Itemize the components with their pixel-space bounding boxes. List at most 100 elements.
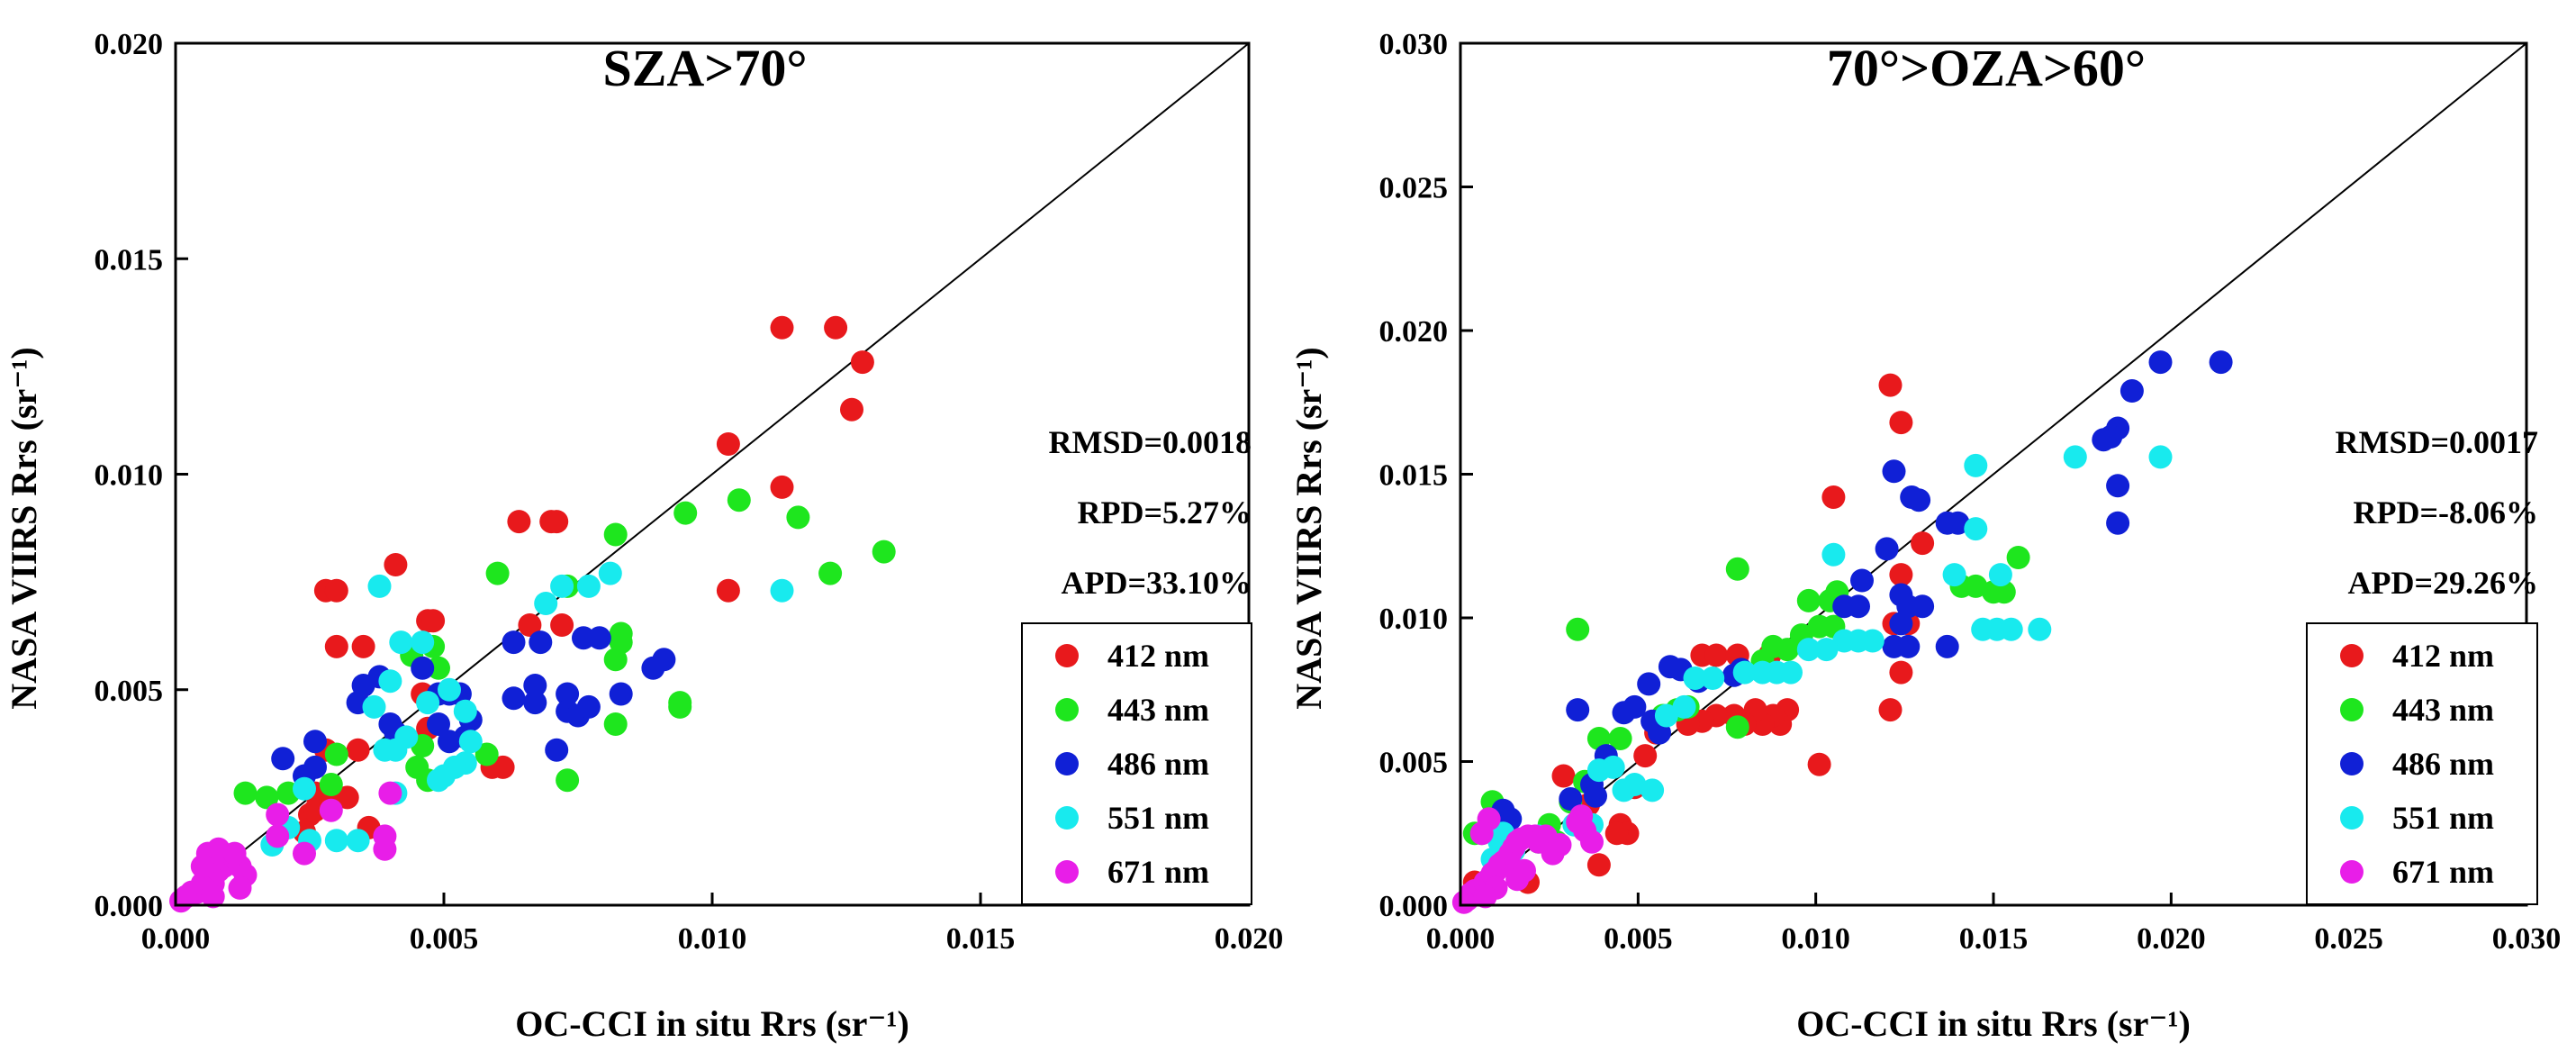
data-point-series-5-27 [1469,821,1494,846]
data-point-series-5-20 [293,841,316,866]
y-tick-label: 0.005 [1379,747,1449,780]
data-point-series-5-24 [378,781,402,805]
data-point-series-4-24 [1654,703,1678,728]
data-point-series-3-9 [502,686,526,711]
y-tick-label: 0.020 [1379,315,1449,349]
data-point-series-3-40 [1559,787,1583,811]
x-tick-label: 0.015 [1959,922,2029,956]
data-point-series-5-21 [319,798,343,822]
data-point-series-4-11 [438,677,461,702]
legend-marker [1055,806,1079,830]
data-point-series-4-25 [1641,778,1665,803]
data-point-series-3-4 [587,626,611,650]
data-point-series-3-10 [523,691,547,715]
data-point-series-4-5 [1942,563,1966,587]
data-point-series-3-7 [2106,474,2130,498]
data-point-series-2-3 [818,561,843,585]
data-point-series-1-2 [824,315,848,340]
x-tick-label: 0.020 [2137,922,2206,956]
x-tick-label: 0.000 [141,922,211,956]
data-point-series-4-6 [1988,563,2012,587]
data-point-series-1-4 [1911,531,1935,556]
data-points [169,315,896,913]
data-point-series-3-2 [2148,350,2173,375]
data-point-series-1-3 [850,350,874,375]
data-point-series-3-15 [545,738,569,762]
data-point-series-4-27 [1612,778,1636,803]
data-point-series-2-24 [255,785,279,810]
data-point-series-2-15 [1725,557,1749,581]
data-point-series-5-15 [190,854,214,878]
data-point-series-2-16 [1725,715,1749,739]
legend-label: 412 nm [1107,638,1209,674]
data-point-series-1-2 [1889,411,1913,435]
chart-title: 70°>OZA>60° [1827,39,2146,97]
data-point-series-1-8 [1878,698,1903,722]
data-point-series-1-13 [324,578,348,603]
y-tick-label: 0.000 [1379,890,1449,923]
data-point-series-1-23 [491,755,515,779]
x-tick-label: 0.000 [1426,922,1496,956]
data-point-series-2-14 [603,712,628,736]
scatter-panel-2: 0.000 0.005 0.010 0.015 0.020 0.025 0.030 0.000… [1288,28,2561,1044]
data-point-series-1-11 [384,553,408,576]
data-point-series-1-9 [1889,660,1913,685]
legend-marker [2340,752,2364,775]
data-point-series-1-18 [518,613,542,637]
data-point-series-4-12 [453,699,477,723]
data-point-series-5-29 [1580,830,1604,854]
legend-marker [1055,752,1079,775]
data-point-series-4-4 [550,574,574,598]
one-to-one-line [175,42,1250,906]
legend-marker [2340,860,2364,884]
data-point-series-1-26 [1633,744,1658,768]
data-point-series-3-11 [1907,488,1931,512]
stat-annotation: RMSD=0.0018 [1048,424,1252,460]
data-point-series-3-24 [1847,594,1870,619]
y-axis-title: NASA VIIRS Rrs (sr⁻¹) [1288,347,1329,709]
stat-annotation: RMSD=0.0017 [2335,424,2538,460]
data-point-series-4-19 [1750,660,1775,685]
y-tick-label: 0.020 [95,28,164,61]
data-point-series-1-7 [716,578,740,603]
data-point-series-2-26 [475,742,499,766]
data-point-series-4-9 [1999,617,2023,641]
data-point-series-1-19 [550,613,574,637]
scatter-panel-1: 0.000 0.005 0.010 0.015 0.020 0.000 0.005 0.010… [4,28,1283,1044]
legend-label: 671 nm [1107,854,1209,890]
data-point-series-3-8 [2106,511,2130,535]
data-point-series-1-3 [1821,485,1846,509]
data-point-series-2-6 [603,522,628,547]
data-point-series-4-20 [362,694,386,719]
data-point-series-4-23 [293,776,316,801]
legend-marker [2340,644,2364,667]
data-point-series-3-15 [1911,594,1935,619]
legend-label: 551 nm [2392,800,2494,836]
data-point-series-3-30 [1637,672,1661,696]
x-tick-label: 0.025 [2314,922,2383,956]
data-point-series-5-25 [228,875,252,900]
data-point-series-5-33 [1541,841,1565,866]
x-tick-label: 0.015 [946,922,1016,956]
data-point-series-4-3 [1964,453,1988,477]
x-tick-label: 0.010 [1781,922,1850,956]
data-point-series-4-20 [1732,660,1757,685]
data-point-series-4-10 [416,691,440,715]
data-point-series-3-22 [438,730,461,754]
legend-label: 443 nm [2392,692,2494,728]
data-point-series-5-18 [266,824,290,848]
data-point-series-1-33 [1551,764,1576,788]
legend: 412 nm 443 nm 486 nm 551 nm 671 nm [2306,622,2538,905]
data-point-series-2-8 [1796,588,1821,612]
data-point-series-4-21 [373,738,397,762]
data-point-series-3-8 [523,674,547,697]
legend-label: 486 nm [1107,746,1209,782]
data-point-series-3-14 [576,694,601,719]
data-point-series-1-20 [1704,643,1729,667]
stat-annotation: RPD=5.27% [1078,494,1252,530]
x-axis-title: OC-CCI in situ Rrs (sr⁻¹) [1796,1003,2191,1044]
data-point-series-4-14 [1821,542,1846,567]
data-point-series-1-1 [1878,373,1903,397]
data-point-series-4-1 [770,578,794,603]
